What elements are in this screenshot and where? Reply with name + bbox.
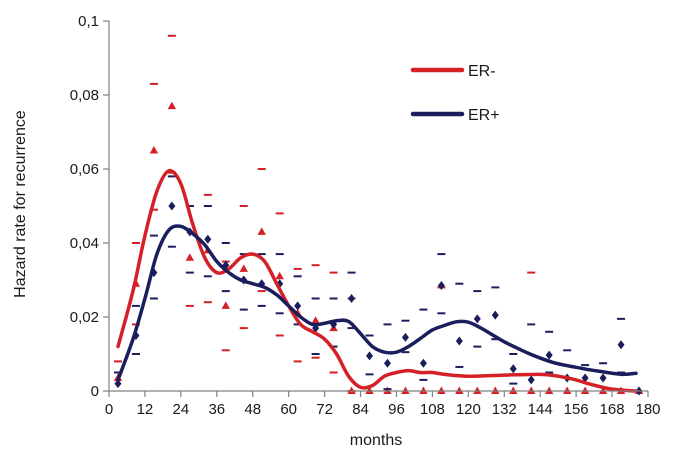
er-pos-point [383,358,391,368]
x-tick-label: 36 [208,401,225,418]
y-tick-label: 0,08 [70,87,99,104]
er-neg-point [509,386,518,394]
er-pos-point [366,351,374,361]
x-axis-title: months [350,432,402,449]
er-pos-point [455,336,463,346]
er-neg-point [544,386,554,394]
x-tick-label: 60 [280,401,297,418]
er-neg-point [347,386,356,394]
x-tick-label: 180 [635,401,660,418]
er-pos-point [437,281,445,291]
er-pos-point [617,340,625,350]
er-pos-point [348,294,356,303]
x-tick-label: 72 [316,401,333,418]
er-neg-point [383,386,392,394]
y-tick-label: 0,02 [70,309,99,326]
x-tick-label: 84 [352,401,369,418]
x-tick-label: 12 [137,401,154,418]
x-tick-label: 120 [456,401,481,418]
y-axis-title: Hazard rate for recurrence [12,110,29,298]
er-neg-point [455,386,464,394]
legend-label-er-neg: ER- [468,63,496,80]
er-pos-point [401,332,409,342]
y-tick-label: 0,06 [70,161,99,178]
er-pos-point [114,379,122,389]
x-tick-label: 96 [388,401,405,418]
er-neg-point [185,253,195,261]
ticks-layer: 0 12 24 36 48 60 72 84 96 108 120 132 144 156 168 180 0 0… [70,13,661,418]
legend-label-er-pos: ER+ [468,107,500,124]
er-neg-point [167,101,177,110]
er-pos-point [581,373,589,383]
er-pos-smooth-curve [116,224,638,382]
er-neg-point [311,316,320,324]
er-neg-point [598,386,608,394]
x-tick-label: 108 [420,401,445,418]
x-tick-label: 48 [244,401,261,418]
er-neg-point [275,271,284,280]
axes-layer [108,21,648,392]
er-neg-point [473,386,482,394]
er-pos-point [204,234,212,244]
x-tick-label: 144 [528,401,553,418]
curves-layer [116,168,638,393]
er-neg-point [562,386,572,394]
er-pos-point [527,375,535,385]
er-pos-point [473,314,481,324]
er-pos-point [545,350,553,360]
er-pos-point [509,364,517,374]
y-tick-label: 0,1 [78,13,99,30]
y-tick-label: 0 [91,383,99,400]
points-layer [113,34,644,396]
er-pos-point [491,310,499,320]
er-neg-point [527,386,536,394]
er-neg-smooth-curve [116,168,638,393]
er-neg-point [221,301,230,309]
er-neg-point [365,386,374,394]
x-tick-label: 168 [600,401,625,418]
er-neg-point [401,386,410,394]
er-neg-point [419,386,428,394]
er-pos-point [294,301,302,311]
er-neg-point [257,227,266,235]
er-pos-point [168,201,176,211]
er-neg-point [580,386,590,394]
er-neg-point [239,264,248,272]
er-neg-point [491,386,500,394]
er-neg-point [437,386,446,394]
er-pos-point [599,373,607,383]
x-tick-label: 132 [492,401,517,418]
er-pos-point [419,358,427,368]
er-neg-point [149,146,159,154]
y-tick-label: 0,04 [70,235,99,252]
x-tick-label: 156 [564,401,589,418]
x-tick-label: 0 [105,401,113,418]
x-tick-label: 24 [173,401,190,418]
legend: ER- ER+ [410,63,500,124]
